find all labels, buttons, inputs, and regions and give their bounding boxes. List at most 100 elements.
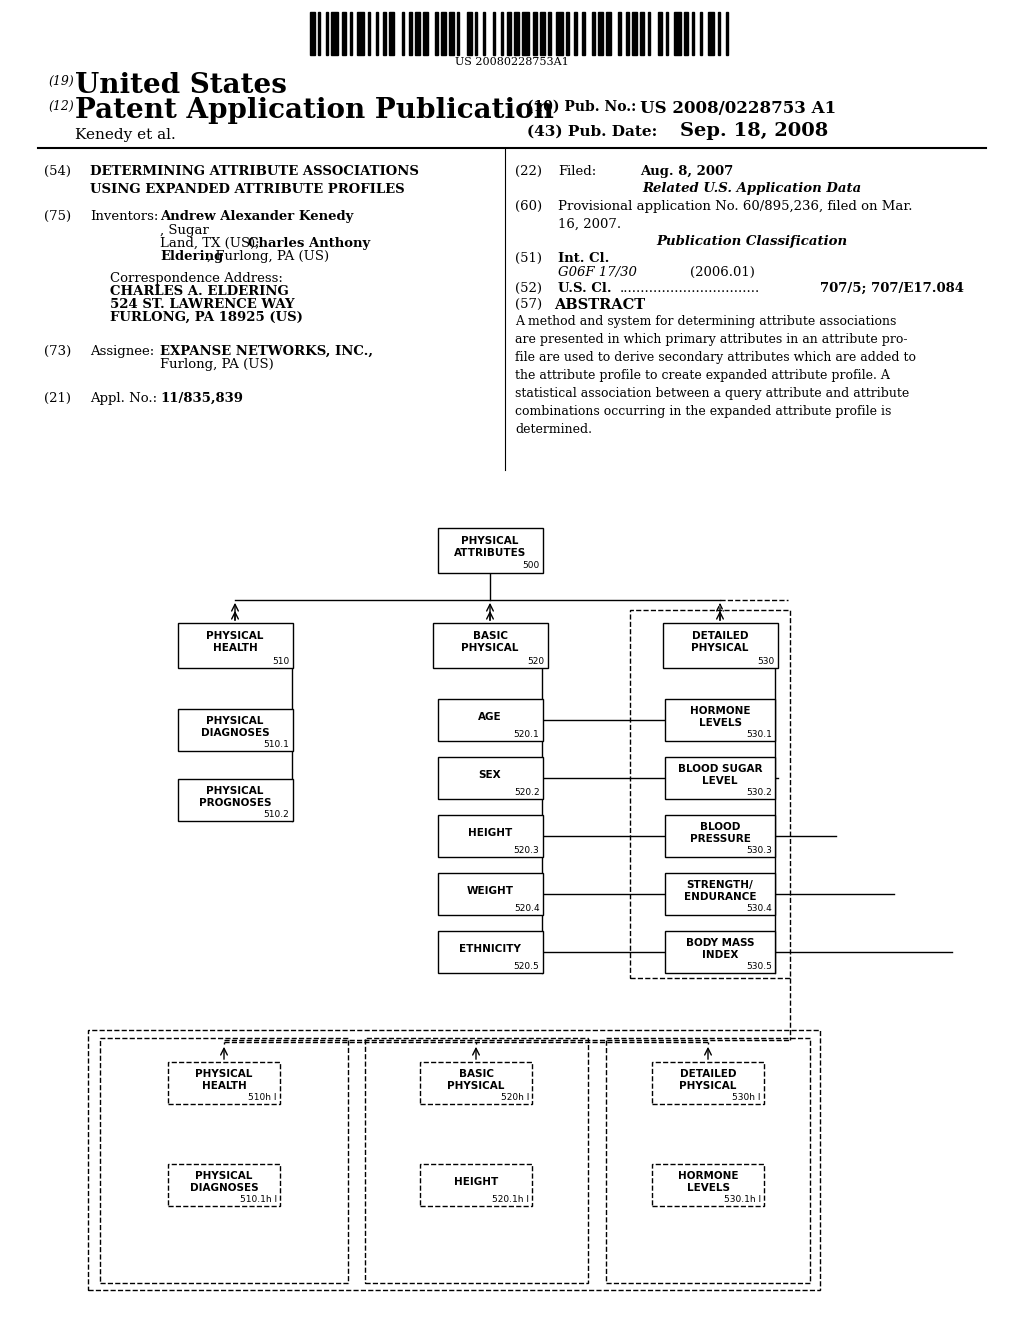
Bar	[574, 12, 577, 55]
Bar	[692, 12, 694, 55]
Bar	[423, 12, 427, 55]
Text: 11/835,839: 11/835,839	[160, 392, 243, 405]
Text: 520: 520	[527, 656, 545, 665]
Text: AGE: AGE	[478, 711, 502, 722]
Text: DETAILED
PHYSICAL: DETAILED PHYSICAL	[691, 631, 749, 653]
Text: WEIGHT: WEIGHT	[467, 886, 513, 896]
Bar	[475, 12, 477, 55]
Bar	[493, 12, 496, 55]
Text: 530: 530	[758, 656, 774, 665]
Bar	[606, 1038, 810, 1283]
Bar	[718, 12, 720, 55]
Text: ETHNICITY: ETHNICITY	[459, 944, 521, 954]
Bar	[532, 12, 538, 55]
Bar	[522, 12, 529, 55]
Text: 530.2: 530.2	[746, 788, 772, 797]
Bar	[627, 12, 629, 55]
Bar	[349, 12, 352, 55]
Bar	[435, 12, 437, 55]
Bar	[420, 1164, 532, 1206]
Text: SEX: SEX	[478, 770, 502, 780]
Text: PHYSICAL
HEALTH: PHYSICAL HEALTH	[196, 1069, 253, 1090]
Bar	[437, 814, 543, 857]
Text: 510.1: 510.1	[263, 741, 290, 748]
Bar	[415, 12, 420, 55]
Text: DETAILED
PHYSICAL: DETAILED PHYSICAL	[679, 1069, 736, 1090]
Text: 520.2: 520.2	[514, 788, 540, 797]
Bar	[177, 709, 293, 751]
Text: Int. Cl.: Int. Cl.	[558, 252, 609, 265]
Bar	[449, 12, 454, 55]
Text: (10) Pub. No.:: (10) Pub. No.:	[527, 100, 636, 114]
Text: (43) Pub. Date:: (43) Pub. Date:	[527, 125, 657, 139]
Text: Land, TX (US);: Land, TX (US);	[160, 238, 264, 249]
Bar	[437, 528, 543, 573]
Text: 530.5: 530.5	[746, 962, 772, 972]
Text: 530.4: 530.4	[746, 904, 772, 913]
Text: (54): (54)	[44, 165, 71, 178]
Bar	[437, 700, 543, 741]
Bar	[383, 12, 386, 55]
Text: U.S. Cl.: U.S. Cl.	[558, 282, 611, 294]
Bar	[376, 12, 378, 55]
Text: Inventors:: Inventors:	[90, 210, 159, 223]
Text: PHYSICAL
PROGNOSES: PHYSICAL PROGNOSES	[199, 787, 271, 808]
Text: 520.1h l: 520.1h l	[492, 1195, 529, 1204]
Bar	[665, 931, 775, 973]
Bar	[684, 12, 688, 55]
Text: Appl. No.:: Appl. No.:	[90, 392, 157, 405]
Text: , Sugar: , Sugar	[160, 224, 209, 238]
Bar	[88, 1030, 820, 1290]
Text: Kenedy et al.: Kenedy et al.	[75, 128, 176, 143]
Text: Eldering: Eldering	[160, 249, 223, 263]
Bar	[482, 12, 485, 55]
Text: HEIGHT: HEIGHT	[468, 828, 512, 838]
Bar	[457, 12, 459, 55]
Bar	[652, 1164, 764, 1206]
Text: FURLONG, PA 18925 (US): FURLONG, PA 18925 (US)	[110, 312, 303, 323]
Text: 510h l: 510h l	[249, 1093, 278, 1102]
Bar	[368, 12, 370, 55]
Bar	[177, 779, 293, 821]
Bar	[593, 12, 595, 55]
Text: BASIC
PHYSICAL: BASIC PHYSICAL	[447, 1069, 505, 1090]
Text: HORMONE
LEVELS: HORMONE LEVELS	[678, 1171, 738, 1193]
Bar	[501, 12, 503, 55]
Text: (22): (22)	[515, 165, 542, 178]
Bar	[566, 12, 568, 55]
Text: (12): (12)	[48, 100, 74, 114]
Text: 520.1: 520.1	[514, 730, 540, 739]
Bar	[357, 12, 365, 55]
Text: Assignee:: Assignee:	[90, 345, 155, 358]
Text: 520.3: 520.3	[514, 846, 540, 855]
Bar	[467, 12, 472, 55]
Text: 520.4: 520.4	[514, 904, 540, 913]
Text: A method and system for determining attribute associations
are presented in whic: A method and system for determining attr…	[515, 315, 916, 436]
Text: 524 ST. LAWRENCE WAY: 524 ST. LAWRENCE WAY	[110, 298, 295, 312]
Text: United States: United States	[75, 73, 287, 99]
Bar	[420, 1063, 532, 1104]
Text: PHYSICAL
DIAGNOSES: PHYSICAL DIAGNOSES	[189, 1171, 258, 1193]
Text: Publication Classification: Publication Classification	[656, 235, 848, 248]
Bar	[640, 12, 644, 55]
Bar	[365, 1038, 588, 1283]
Text: 510.1h l: 510.1h l	[240, 1195, 278, 1204]
Text: PHYSICAL
ATTRIBUTES: PHYSICAL ATTRIBUTES	[454, 536, 526, 558]
Bar	[630, 610, 790, 978]
Text: (21): (21)	[44, 392, 71, 405]
Bar	[317, 12, 321, 55]
Bar	[514, 12, 519, 55]
Text: CHARLES A. ELDERING: CHARLES A. ELDERING	[110, 285, 289, 298]
Text: 520h l: 520h l	[501, 1093, 529, 1102]
Text: STRENGTH/
ENDURANCE: STRENGTH/ ENDURANCE	[684, 880, 757, 902]
Text: (52): (52)	[515, 282, 542, 294]
Text: (51): (51)	[515, 252, 542, 265]
Text: 530.1h l: 530.1h l	[724, 1195, 761, 1204]
Bar	[168, 1164, 280, 1206]
Text: 510.2: 510.2	[264, 810, 290, 818]
Bar	[437, 873, 543, 915]
Text: BLOOD SUGAR
LEVEL: BLOOD SUGAR LEVEL	[678, 764, 762, 785]
Text: EXPANSE NETWORKS, INC.,: EXPANSE NETWORKS, INC.,	[160, 345, 373, 358]
Bar	[665, 700, 775, 741]
Text: Filed:: Filed:	[558, 165, 596, 178]
